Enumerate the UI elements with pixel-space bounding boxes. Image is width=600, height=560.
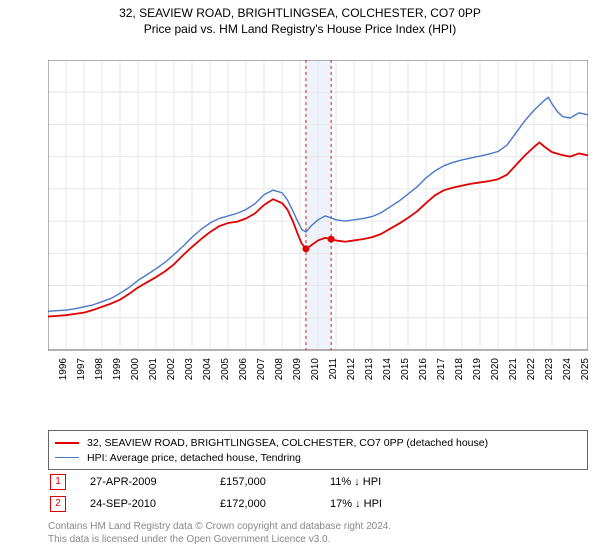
- x-tick-label: 2012: [346, 358, 357, 381]
- sale-marker-box: 2: [50, 496, 66, 512]
- x-tick-label: 2015: [400, 358, 411, 381]
- x-tick-label: 1999: [112, 358, 123, 381]
- sale-pct: 17% ↓ HPI: [330, 498, 450, 510]
- sales-table: 1 27-APR-2009£157,00011% ↓ HPI 2 24-SEP-201…: [48, 472, 588, 516]
- x-tick-label: 2006: [238, 358, 249, 381]
- x-tick-label: 2011: [328, 358, 339, 380]
- legend-label: 32, SEAVIEW ROAD, BRIGHTLINGSEA, COLCHES…: [87, 437, 488, 449]
- legend-swatch: [55, 457, 79, 458]
- sale-marker-box: 1: [50, 474, 66, 490]
- legend-swatch: [55, 442, 79, 444]
- x-tick-label: 2018: [454, 358, 465, 381]
- x-tick-label: 1997: [76, 358, 87, 381]
- sale-pct: 11% ↓ HPI: [330, 476, 450, 488]
- x-tick-label: 2025: [580, 358, 588, 381]
- x-tick-label: 2003: [184, 358, 195, 381]
- legend-label: HPI: Average price, detached house, Tend…: [87, 452, 301, 464]
- x-tick-label: 1996: [58, 358, 69, 381]
- x-tick-label: 2013: [364, 358, 375, 381]
- x-tick-label: 2016: [418, 358, 429, 381]
- x-tick-label: 2008: [274, 358, 285, 381]
- x-tick-label: 2002: [166, 358, 177, 381]
- x-tick-label: 2017: [436, 358, 447, 381]
- footer-line1: Contains HM Land Registry data © Crown c…: [48, 520, 391, 533]
- chart-container: 32, SEAVIEW ROAD, BRIGHTLINGSEA, COLCHES…: [0, 0, 600, 560]
- x-tick-label: 2001: [148, 358, 159, 381]
- sale-price: £172,000: [220, 498, 330, 510]
- x-tick-label: 2023: [544, 358, 555, 381]
- x-tick-label: 2005: [220, 358, 231, 381]
- x-tick-label: 2020: [490, 358, 501, 381]
- x-tick-label: 2022: [526, 358, 537, 381]
- x-tick-label: 1998: [94, 358, 105, 381]
- x-tick-label: 2000: [130, 358, 141, 381]
- x-tick-label: 2019: [472, 358, 483, 381]
- x-tick-label: 2014: [382, 358, 393, 381]
- title-subtitle: Price paid vs. HM Land Registry's House …: [0, 22, 600, 36]
- legend-row: HPI: Average price, detached house, Tend…: [55, 450, 581, 465]
- sale-price: £157,000: [220, 476, 330, 488]
- x-tick-label: 2024: [562, 358, 573, 381]
- footer-line2: This data is licensed under the Open Gov…: [48, 533, 391, 546]
- title-address: 32, SEAVIEW ROAD, BRIGHTLINGSEA, COLCHES…: [0, 6, 600, 20]
- x-tick-label: 1995: [48, 358, 51, 381]
- sale-row: 2 24-SEP-2010£172,00017% ↓ HPI: [48, 494, 588, 514]
- sale-date: 24-SEP-2010: [90, 498, 220, 510]
- x-tick-label: 2007: [256, 358, 267, 381]
- footer-attribution: Contains HM Land Registry data © Crown c…: [48, 520, 391, 546]
- x-tick-label: 2021: [508, 358, 519, 381]
- price-chart: £0£50K£100K£150K£200K£250K£300K£350K£400…: [48, 60, 588, 390]
- legend-row: 32, SEAVIEW ROAD, BRIGHTLINGSEA, COLCHES…: [55, 435, 581, 450]
- x-tick-label: 2004: [202, 358, 213, 381]
- sale-row: 1 27-APR-2009£157,00011% ↓ HPI: [48, 472, 588, 492]
- title-block: 32, SEAVIEW ROAD, BRIGHTLINGSEA, COLCHES…: [0, 0, 600, 36]
- legend-box: 32, SEAVIEW ROAD, BRIGHTLINGSEA, COLCHES…: [48, 430, 588, 470]
- x-tick-label: 2010: [310, 358, 321, 381]
- sale-date: 27-APR-2009: [90, 476, 220, 488]
- x-tick-label: 2009: [292, 358, 303, 381]
